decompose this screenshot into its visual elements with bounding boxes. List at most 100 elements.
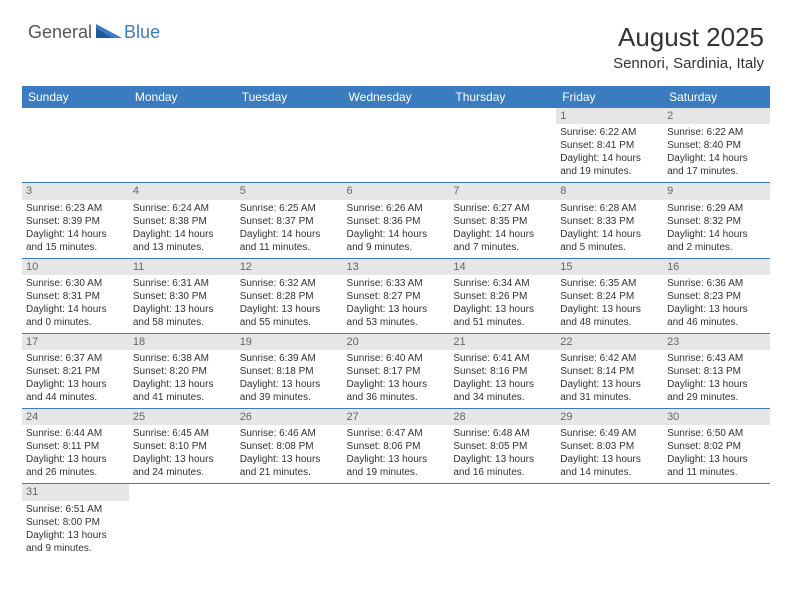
sunset-text: Sunset: 8:26 PM bbox=[453, 290, 552, 303]
day-details: Sunrise: 6:48 AMSunset: 8:05 PMDaylight:… bbox=[453, 427, 552, 479]
day-number: 27 bbox=[343, 409, 450, 425]
daylight-text: Daylight: 14 hours and 13 minutes. bbox=[133, 228, 232, 254]
day-details: Sunrise: 6:38 AMSunset: 8:20 PMDaylight:… bbox=[133, 352, 232, 404]
day-cell: 10Sunrise: 6:30 AMSunset: 8:31 PMDayligh… bbox=[22, 258, 129, 333]
daylight-text: Daylight: 14 hours and 5 minutes. bbox=[560, 228, 659, 254]
calendar-table: Sunday Monday Tuesday Wednesday Thursday… bbox=[22, 86, 770, 559]
day-cell bbox=[663, 484, 770, 559]
daylight-text: Daylight: 14 hours and 0 minutes. bbox=[26, 303, 125, 329]
day-details: Sunrise: 6:22 AMSunset: 8:41 PMDaylight:… bbox=[560, 126, 659, 178]
daylight-text: Daylight: 13 hours and 26 minutes. bbox=[26, 453, 125, 479]
day-cell: 25Sunrise: 6:45 AMSunset: 8:10 PMDayligh… bbox=[129, 409, 236, 484]
day-number: 1 bbox=[556, 108, 663, 124]
day-cell: 23Sunrise: 6:43 AMSunset: 8:13 PMDayligh… bbox=[663, 333, 770, 408]
sunrise-text: Sunrise: 6:27 AM bbox=[453, 202, 552, 215]
day-details: Sunrise: 6:30 AMSunset: 8:31 PMDaylight:… bbox=[26, 277, 125, 329]
daylight-text: Daylight: 14 hours and 7 minutes. bbox=[453, 228, 552, 254]
day-number: 4 bbox=[129, 183, 236, 199]
sunset-text: Sunset: 8:00 PM bbox=[26, 516, 125, 529]
day-number: 31 bbox=[22, 484, 129, 500]
daylight-text: Daylight: 13 hours and 29 minutes. bbox=[667, 378, 766, 404]
day-details: Sunrise: 6:25 AMSunset: 8:37 PMDaylight:… bbox=[240, 202, 339, 254]
daylight-text: Daylight: 14 hours and 15 minutes. bbox=[26, 228, 125, 254]
day-details: Sunrise: 6:44 AMSunset: 8:11 PMDaylight:… bbox=[26, 427, 125, 479]
logo-text-general: General bbox=[28, 22, 92, 43]
sunrise-text: Sunrise: 6:46 AM bbox=[240, 427, 339, 440]
sunrise-text: Sunrise: 6:43 AM bbox=[667, 352, 766, 365]
sunrise-text: Sunrise: 6:40 AM bbox=[347, 352, 446, 365]
day-cell: 24Sunrise: 6:44 AMSunset: 8:11 PMDayligh… bbox=[22, 409, 129, 484]
week-row: 10Sunrise: 6:30 AMSunset: 8:31 PMDayligh… bbox=[22, 258, 770, 333]
daylight-text: Daylight: 14 hours and 17 minutes. bbox=[667, 152, 766, 178]
sunset-text: Sunset: 8:39 PM bbox=[26, 215, 125, 228]
daylight-text: Daylight: 13 hours and 58 minutes. bbox=[133, 303, 232, 329]
sunrise-text: Sunrise: 6:48 AM bbox=[453, 427, 552, 440]
day-cell: 16Sunrise: 6:36 AMSunset: 8:23 PMDayligh… bbox=[663, 258, 770, 333]
sunrise-text: Sunrise: 6:51 AM bbox=[26, 503, 125, 516]
day-header: Monday bbox=[129, 86, 236, 108]
daylight-text: Daylight: 13 hours and 44 minutes. bbox=[26, 378, 125, 404]
sunrise-text: Sunrise: 6:41 AM bbox=[453, 352, 552, 365]
day-details: Sunrise: 6:33 AMSunset: 8:27 PMDaylight:… bbox=[347, 277, 446, 329]
sunrise-text: Sunrise: 6:30 AM bbox=[26, 277, 125, 290]
day-number: 21 bbox=[449, 334, 556, 350]
sunset-text: Sunset: 8:32 PM bbox=[667, 215, 766, 228]
daylight-text: Daylight: 13 hours and 11 minutes. bbox=[667, 453, 766, 479]
day-details: Sunrise: 6:29 AMSunset: 8:32 PMDaylight:… bbox=[667, 202, 766, 254]
day-cell bbox=[556, 484, 663, 559]
month-title: August 2025 bbox=[613, 22, 764, 53]
day-number: 16 bbox=[663, 259, 770, 275]
day-details: Sunrise: 6:22 AMSunset: 8:40 PMDaylight:… bbox=[667, 126, 766, 178]
daylight-text: Daylight: 13 hours and 9 minutes. bbox=[26, 529, 125, 555]
daylight-text: Daylight: 13 hours and 19 minutes. bbox=[347, 453, 446, 479]
sunrise-text: Sunrise: 6:33 AM bbox=[347, 277, 446, 290]
sunrise-text: Sunrise: 6:37 AM bbox=[26, 352, 125, 365]
day-cell: 11Sunrise: 6:31 AMSunset: 8:30 PMDayligh… bbox=[129, 258, 236, 333]
day-number: 3 bbox=[22, 183, 129, 199]
day-number: 15 bbox=[556, 259, 663, 275]
day-cell bbox=[22, 108, 129, 183]
daylight-text: Daylight: 14 hours and 11 minutes. bbox=[240, 228, 339, 254]
daylight-text: Daylight: 13 hours and 14 minutes. bbox=[560, 453, 659, 479]
day-number: 19 bbox=[236, 334, 343, 350]
day-number: 6 bbox=[343, 183, 450, 199]
daylight-text: Daylight: 14 hours and 9 minutes. bbox=[347, 228, 446, 254]
day-cell bbox=[236, 108, 343, 183]
sunset-text: Sunset: 8:18 PM bbox=[240, 365, 339, 378]
sunset-text: Sunset: 8:41 PM bbox=[560, 139, 659, 152]
day-details: Sunrise: 6:49 AMSunset: 8:03 PMDaylight:… bbox=[560, 427, 659, 479]
daylight-text: Daylight: 13 hours and 55 minutes. bbox=[240, 303, 339, 329]
daylight-text: Daylight: 13 hours and 24 minutes. bbox=[133, 453, 232, 479]
week-row: 24Sunrise: 6:44 AMSunset: 8:11 PMDayligh… bbox=[22, 409, 770, 484]
week-row: 17Sunrise: 6:37 AMSunset: 8:21 PMDayligh… bbox=[22, 333, 770, 408]
day-number: 9 bbox=[663, 183, 770, 199]
day-cell: 13Sunrise: 6:33 AMSunset: 8:27 PMDayligh… bbox=[343, 258, 450, 333]
sunrise-text: Sunrise: 6:31 AM bbox=[133, 277, 232, 290]
day-number: 28 bbox=[449, 409, 556, 425]
title-block: August 2025 Sennori, Sardinia, Italy bbox=[613, 22, 764, 72]
day-number: 14 bbox=[449, 259, 556, 275]
daylight-text: Daylight: 13 hours and 39 minutes. bbox=[240, 378, 339, 404]
day-number: 7 bbox=[449, 183, 556, 199]
day-cell: 21 Sunrise: 6:41 AMSunset: 8:16 PMDayligh… bbox=[449, 333, 556, 408]
day-number: 2 bbox=[663, 108, 770, 124]
day-cell bbox=[449, 108, 556, 183]
sunset-text: Sunset: 8:24 PM bbox=[560, 290, 659, 303]
sunrise-text: Sunrise: 6:36 AM bbox=[667, 277, 766, 290]
sunrise-text: Sunrise: 6:44 AM bbox=[26, 427, 125, 440]
day-details: Sunrise: 6:41 AMSunset: 8:16 PMDaylight:… bbox=[453, 352, 552, 404]
day-details: Sunrise: 6:31 AMSunset: 8:30 PMDaylight:… bbox=[133, 277, 232, 329]
day-cell: 26Sunrise: 6:46 AMSunset: 8:08 PMDayligh… bbox=[236, 409, 343, 484]
day-details: Sunrise: 6:27 AMSunset: 8:35 PMDaylight:… bbox=[453, 202, 552, 254]
week-row: 31 Sunrise: 6:51 AMSunset: 8:00 PMDayligh… bbox=[22, 484, 770, 559]
day-cell: 19Sunrise: 6:39 AMSunset: 8:18 PMDayligh… bbox=[236, 333, 343, 408]
day-cell bbox=[343, 484, 450, 559]
sunset-text: Sunset: 8:17 PM bbox=[347, 365, 446, 378]
day-number: 18 bbox=[129, 334, 236, 350]
sunset-text: Sunset: 8:10 PM bbox=[133, 440, 232, 453]
week-row: 1 Sunrise: 6:22 AMSunset: 8:41 PMDaylight… bbox=[22, 108, 770, 183]
sunrise-text: Sunrise: 6:23 AM bbox=[26, 202, 125, 215]
day-number: 12 bbox=[236, 259, 343, 275]
day-header-row: Sunday Monday Tuesday Wednesday Thursday… bbox=[22, 86, 770, 108]
sunset-text: Sunset: 8:21 PM bbox=[26, 365, 125, 378]
